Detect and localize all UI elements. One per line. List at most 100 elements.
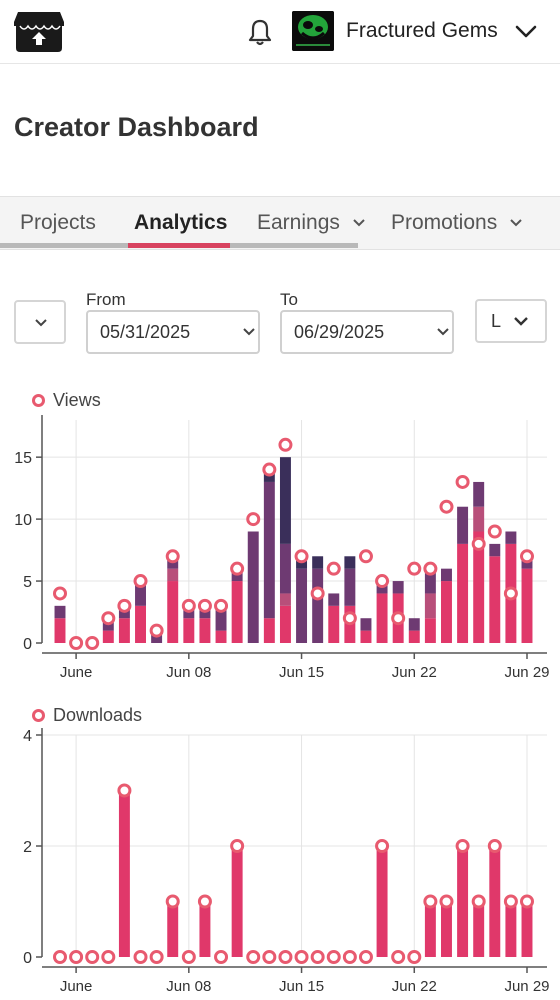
bar-segment: [279, 457, 291, 544]
bar-segment: [279, 605, 291, 643]
data-point-marker: [214, 598, 229, 613]
tab-label: Promotions: [391, 211, 498, 234]
bar-segment: [489, 846, 501, 957]
bar-segment: [489, 543, 501, 557]
bar-segment: [441, 581, 452, 643]
tab-underline-active: [128, 243, 230, 248]
bar-segment: [183, 618, 195, 643]
tab-promotions[interactable]: Promotions: [391, 197, 523, 249]
filter-dropdown-button[interactable]: [14, 300, 66, 344]
bar-segment: [215, 630, 227, 643]
data-point-marker: [342, 950, 357, 964]
x-tick-label: Jun 15: [279, 664, 324, 681]
avatar[interactable]: [292, 11, 334, 51]
data-point-marker: [117, 783, 132, 798]
data-point-marker: [149, 623, 164, 638]
views-chart: 0 5 10 15 June Jun 08 Jun 15 Jun 22 Jun 29: [14, 415, 550, 681]
data-point-marker: [471, 894, 486, 909]
range-select[interactable]: L: [475, 299, 547, 343]
data-point-marker: [342, 611, 357, 626]
x-tick-label: Jun 15: [279, 978, 324, 995]
x-tick-label: Jun 22: [392, 664, 437, 681]
y-tick-label: 10: [14, 512, 32, 529]
data-point-marker: [407, 950, 422, 964]
bar-segment: [102, 630, 114, 643]
user-name[interactable]: Fractured Gems: [346, 19, 498, 42]
bar-segment: [135, 605, 146, 643]
x-tick-label: Jun 22: [392, 978, 437, 995]
bar-segment: [489, 556, 501, 643]
data-point-marker: [375, 574, 390, 589]
data-point-marker: [503, 586, 518, 601]
data-point-marker: [439, 499, 454, 514]
data-point-marker: [181, 598, 196, 613]
tab-underline-inactive: [230, 243, 358, 248]
bar-segment: [521, 568, 533, 643]
data-point-marker: [294, 950, 309, 964]
bar-segment: [135, 581, 146, 606]
bar-segment: [199, 901, 211, 957]
data-point-marker: [455, 474, 470, 489]
itch-logo-icon[interactable]: [12, 8, 66, 56]
bar-segment: [457, 543, 469, 643]
bar-segment: [521, 901, 533, 957]
tab-label: Projects: [20, 211, 96, 234]
data-point-marker: [520, 549, 534, 564]
x-tick-label: Jun 08: [166, 978, 211, 995]
bar-segment: [167, 581, 179, 643]
bar-segment: [424, 568, 436, 594]
bar-segment: [505, 531, 517, 544]
bar-segment: [231, 581, 243, 643]
top-bar: Fractured Gems: [0, 0, 560, 64]
bar-segment: [424, 593, 436, 619]
tab-projects[interactable]: Projects: [20, 197, 96, 249]
bar-segment: [199, 618, 211, 643]
data-point-marker: [53, 950, 67, 964]
data-point-marker: [520, 894, 534, 909]
chevron-down-icon: [35, 319, 47, 327]
chevron-down-icon: [353, 219, 365, 227]
from-date-select[interactable]: 05/31/2025: [86, 310, 260, 354]
bar-segment: [408, 630, 420, 643]
data-point-marker: [326, 561, 341, 576]
tab-bar: Projects Analytics Earnings Promotions: [0, 196, 560, 250]
bar-segment: [263, 481, 275, 619]
y-tick-label: 15: [14, 450, 32, 467]
data-point-marker: [278, 437, 293, 452]
bar-segment: [473, 531, 485, 643]
to-date-select[interactable]: 06/29/2025: [280, 310, 454, 354]
bar-segment: [473, 506, 485, 532]
y-tick-label: 0: [23, 950, 32, 967]
tab-analytics[interactable]: Analytics: [134, 197, 227, 249]
bar-segment: [344, 568, 356, 606]
views-legend-label: Views: [53, 390, 101, 410]
data-point-marker: [101, 950, 116, 964]
bar-segment: [408, 618, 420, 631]
views-legend[interactable]: Views: [32, 390, 101, 411]
legend-marker-icon: [32, 709, 45, 722]
tab-earnings[interactable]: Earnings: [257, 197, 366, 249]
tab-label: Analytics: [134, 211, 228, 234]
data-point-marker: [310, 950, 325, 964]
data-point-marker: [358, 950, 373, 964]
chevron-down-icon[interactable]: [512, 19, 540, 43]
chevron-down-icon: [510, 219, 522, 227]
data-point-marker: [423, 894, 438, 909]
bar-segment: [441, 901, 452, 957]
bar-segment: [167, 901, 179, 957]
data-point-marker: [101, 611, 116, 626]
bar-segment: [344, 556, 356, 569]
downloads-legend[interactable]: Downloads: [32, 705, 142, 726]
data-point-marker: [487, 524, 502, 539]
downloads-legend-label: Downloads: [53, 705, 143, 725]
tab-underline-inactive: [0, 243, 128, 248]
data-point-marker: [326, 950, 341, 964]
bar-segment: [296, 568, 308, 643]
bell-icon[interactable]: [244, 16, 276, 48]
bar-segment: [457, 846, 469, 957]
page-title: Creator Dashboard: [14, 112, 259, 142]
data-point-marker: [503, 894, 518, 909]
data-point-marker: [487, 839, 502, 853]
legend-marker-icon: [32, 394, 45, 407]
chevron-down-icon: [243, 328, 255, 336]
